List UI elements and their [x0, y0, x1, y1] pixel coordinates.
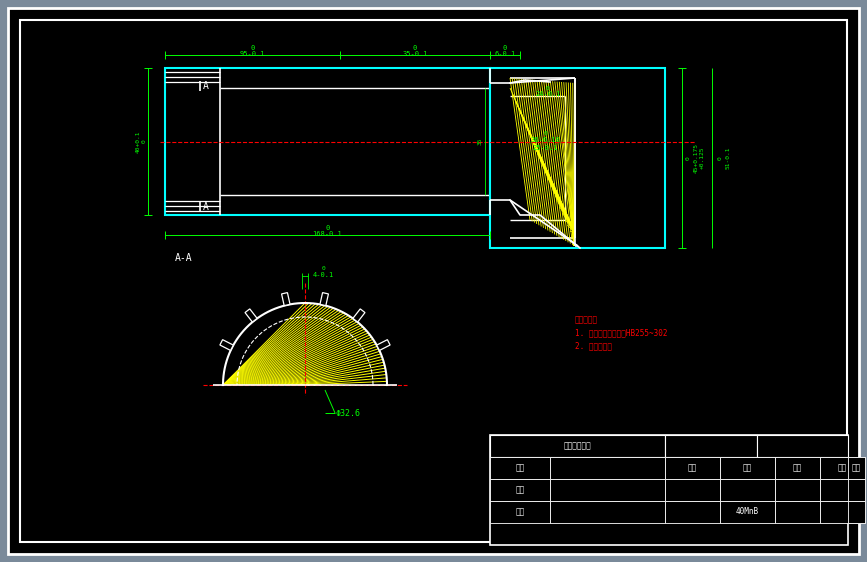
- Text: 51-0.1: 51-0.1: [726, 147, 731, 169]
- Text: 35: 35: [478, 138, 483, 145]
- Text: 168-0.1: 168-0.1: [313, 231, 342, 237]
- Bar: [550, 457, 665, 479]
- Bar: [720, 457, 775, 479]
- Bar: [820, 501, 865, 523]
- Text: 0: 0: [546, 85, 550, 90]
- Text: 0: 0: [543, 131, 547, 136]
- Bar: [490, 479, 550, 501]
- Text: 材料: 材料: [743, 464, 753, 473]
- Bar: [820, 479, 865, 501]
- Text: 40+0.1: 40+0.1: [135, 130, 140, 153]
- Text: Φ32.6: Φ32.6: [336, 409, 361, 418]
- Text: A: A: [203, 202, 209, 212]
- Polygon shape: [245, 309, 257, 322]
- Text: 0: 0: [718, 156, 722, 160]
- Text: +0.125: +0.125: [700, 147, 705, 169]
- Text: 40MnB: 40MnB: [736, 507, 759, 516]
- Polygon shape: [282, 293, 290, 306]
- Text: 2. 去尖角毛刺: 2. 去尖角毛刺: [575, 342, 612, 351]
- Text: 95-0.1: 95-0.1: [240, 51, 265, 57]
- Bar: [757, 435, 848, 457]
- Text: 0: 0: [325, 225, 329, 231]
- Bar: [775, 457, 820, 479]
- Text: 0: 0: [686, 156, 690, 160]
- Bar: [665, 457, 720, 479]
- Bar: [550, 479, 665, 501]
- Bar: [775, 501, 820, 523]
- Text: 设计: 设计: [515, 464, 525, 473]
- Text: 0: 0: [503, 45, 507, 51]
- Text: 代号: 代号: [688, 464, 697, 473]
- Text: A: A: [203, 81, 209, 91]
- Bar: [165, 68, 490, 215]
- Text: 0: 0: [141, 139, 147, 143]
- Text: 25-0.1: 25-0.1: [532, 146, 557, 152]
- Bar: [665, 435, 757, 457]
- Bar: [720, 501, 775, 523]
- Bar: [848, 501, 865, 523]
- Text: 6-0.1: 6-0.1: [494, 51, 516, 57]
- Text: 数量: 数量: [838, 464, 847, 473]
- Text: 35-0.1: 35-0.1: [402, 51, 427, 57]
- Bar: [550, 501, 665, 523]
- Bar: [848, 457, 865, 479]
- Text: 0: 0: [321, 266, 325, 271]
- Text: 审核: 审核: [515, 507, 525, 516]
- Text: 0: 0: [251, 45, 255, 51]
- Bar: [775, 479, 820, 501]
- Text: 24-0.1: 24-0.1: [535, 91, 561, 97]
- Polygon shape: [353, 309, 365, 322]
- Polygon shape: [376, 339, 390, 351]
- Text: 比例: 比例: [852, 464, 861, 473]
- Text: 1. 热处理，钢件硬度HB255~302: 1. 热处理，钢件硬度HB255~302: [575, 329, 668, 338]
- Text: 传动轴花键轴: 传动轴花键轴: [564, 442, 591, 451]
- Bar: [665, 501, 720, 523]
- Polygon shape: [320, 293, 329, 306]
- Text: 4-0.1: 4-0.1: [312, 272, 334, 278]
- Bar: [490, 68, 665, 248]
- Bar: [820, 457, 865, 479]
- Bar: [720, 479, 775, 501]
- Bar: [848, 479, 865, 501]
- Polygon shape: [220, 339, 233, 351]
- Text: 45+0.175: 45+0.175: [694, 143, 699, 173]
- Bar: [490, 435, 665, 457]
- Text: 0: 0: [413, 45, 417, 51]
- Text: 重量: 重量: [793, 464, 802, 473]
- Text: 36-0.10: 36-0.10: [530, 137, 560, 143]
- Bar: [490, 435, 848, 545]
- Bar: [490, 501, 550, 523]
- Text: 技术要求：: 技术要求：: [575, 315, 598, 324]
- Text: A-A: A-A: [175, 253, 192, 263]
- Bar: [665, 479, 720, 501]
- Text: 推审: 推审: [515, 486, 525, 495]
- Bar: [490, 457, 550, 479]
